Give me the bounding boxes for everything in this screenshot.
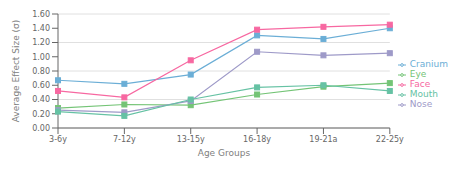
svg-text:1.40: 1.40 [32,24,50,33]
html-text:Mouth: Mouth [409,89,438,99]
html-text:Nose: Nose [409,99,433,109]
svg-text:1.20: 1.20 [32,38,50,47]
svg-text:0.20: 0.20 [32,110,50,119]
svg-text:0.80: 0.80 [32,67,50,76]
svg-text:1.60: 1.60 [32,10,50,19]
svg-text:16-18y: 16-18y [243,135,271,144]
svg-text:0.00: 0.00 [32,124,50,133]
svg-text:13-15y: 13-15y [177,135,205,144]
html-text:Eye: Eye [409,69,427,79]
svg-text:0.60: 0.60 [32,81,50,90]
svg-text:7-12y: 7-12y [113,135,136,144]
svg-text:3-6y: 3-6y [49,135,67,144]
svg-text:Age Groups: Age Groups [198,148,251,158]
svg-text:19-21a: 19-21a [309,135,337,144]
html-text:Cranium: Cranium [409,59,448,69]
html-text:Face: Face [409,79,431,89]
svg-text:1.00: 1.00 [32,53,50,62]
svg-text:0.40: 0.40 [32,95,50,104]
svg-text:22-25y: 22-25y [376,135,404,144]
svg-text:Average Effect Size (σ): Average Effect Size (σ) [11,20,21,123]
